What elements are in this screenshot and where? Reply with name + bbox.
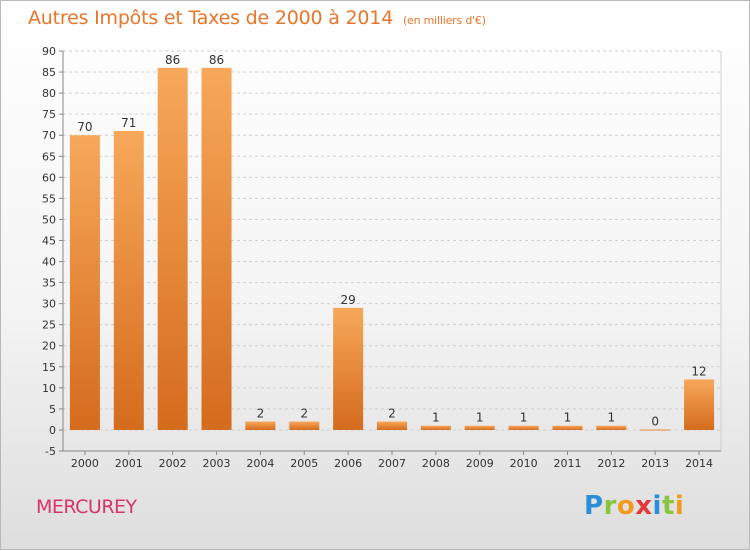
x-tick-label: 2003 bbox=[203, 457, 231, 470]
x-tick-label: 2007 bbox=[378, 457, 406, 470]
logo-letter: t bbox=[661, 491, 675, 521]
y-tick-label: 70 bbox=[42, 129, 56, 142]
bar-value-label: 1 bbox=[608, 411, 616, 425]
bar-value-label: 2 bbox=[388, 407, 396, 421]
x-axis: 2000 2001 2002 2003 2004 2005 2006 2007 2008 2009… bbox=[63, 450, 721, 470]
bar-value-label: 29 bbox=[340, 293, 355, 307]
y-tick-label: 80 bbox=[42, 87, 56, 100]
bar bbox=[684, 379, 715, 430]
x-tick-label: 2004 bbox=[246, 457, 274, 470]
bar bbox=[596, 425, 627, 430]
y-tick-label: 55 bbox=[42, 192, 56, 205]
bar bbox=[552, 425, 583, 430]
bar-value-label: 1 bbox=[476, 411, 484, 425]
logo-letter: i bbox=[652, 491, 662, 521]
y-tick-label: 20 bbox=[42, 340, 56, 353]
logo-letter: i bbox=[674, 491, 685, 521]
bar bbox=[201, 67, 232, 430]
logo-letter: x bbox=[635, 491, 653, 521]
bar bbox=[245, 421, 276, 430]
y-tick-label: 30 bbox=[42, 298, 56, 311]
y-tick-label: 40 bbox=[42, 256, 56, 269]
bars bbox=[69, 67, 715, 431]
x-tick-label: 2009 bbox=[466, 457, 494, 470]
bar bbox=[464, 425, 495, 430]
x-tick-label: 2011 bbox=[553, 457, 581, 470]
bar-value-label: 70 bbox=[77, 120, 92, 134]
y-tick-label: -5 bbox=[45, 445, 56, 458]
bar-value-label: 71 bbox=[121, 116, 136, 130]
x-tick-label: 2005 bbox=[290, 457, 318, 470]
bar bbox=[113, 131, 144, 430]
y-tick-label: 25 bbox=[42, 319, 56, 332]
y-tick-label: 65 bbox=[42, 150, 56, 163]
y-tick-label: 90 bbox=[42, 45, 56, 58]
x-tick-label: 2013 bbox=[641, 457, 669, 470]
x-tick-label: 2008 bbox=[422, 457, 450, 470]
x-tick-label: 2000 bbox=[71, 457, 99, 470]
bar bbox=[289, 421, 320, 430]
x-tick-label: 2002 bbox=[159, 457, 187, 470]
chart-subtitle: (en milliers d'€) bbox=[402, 14, 486, 27]
bar-value-label: 2 bbox=[257, 407, 265, 421]
bar-value-label: 1 bbox=[432, 411, 440, 425]
bar-value-label: 12 bbox=[691, 364, 706, 378]
chart-title-text: Autres Impôts et Taxes de 2000 à 2014 bbox=[28, 7, 394, 29]
commune-name: MERCUREY bbox=[36, 496, 137, 518]
proxiti-logo[interactable]: Proxiti bbox=[584, 491, 684, 521]
x-tick-label: 2010 bbox=[510, 457, 538, 470]
y-axis: -5 0 5 10 15 20 25 30 35 40 45 50 55 60 65 70 75 80 85 90 bbox=[42, 45, 64, 458]
y-tick-label: 35 bbox=[42, 277, 56, 290]
bar bbox=[377, 421, 407, 430]
y-tick-label: 15 bbox=[42, 361, 56, 374]
bar-value-label: 0 bbox=[651, 414, 659, 428]
y-tick-label: 75 bbox=[42, 108, 56, 121]
y-tick-label: 45 bbox=[42, 234, 56, 247]
bar-value-label: 86 bbox=[209, 53, 224, 67]
bar-value-label: 86 bbox=[165, 53, 180, 67]
bar-value-label: 1 bbox=[564, 411, 572, 425]
logo-letter: o bbox=[616, 491, 636, 521]
x-tick-label: 2014 bbox=[685, 457, 713, 470]
logo-letter: P bbox=[584, 491, 604, 521]
y-tick-label: 0 bbox=[49, 424, 56, 437]
y-tick-label: 60 bbox=[42, 171, 56, 184]
x-tick-label: 2006 bbox=[334, 457, 362, 470]
bar bbox=[69, 135, 100, 430]
bar bbox=[508, 425, 539, 430]
y-tick-label: 85 bbox=[42, 66, 56, 79]
logo-letter: r bbox=[603, 491, 617, 521]
y-tick-label: 50 bbox=[42, 213, 56, 226]
bar-value-label: 2 bbox=[300, 407, 308, 421]
bar bbox=[333, 307, 364, 430]
chart-title: Autres Impôts et Taxes de 2000 à 2014 (e… bbox=[28, 7, 486, 29]
y-tick-label: 10 bbox=[42, 382, 56, 395]
y-tick-label: 5 bbox=[49, 403, 56, 416]
bar-value-labels: 70 71 86 86 2 2 29 2 1 1 1 1 1 0 12 bbox=[77, 53, 706, 429]
bar-value-label: 1 bbox=[520, 411, 528, 425]
bar bbox=[420, 425, 451, 430]
bar bbox=[157, 67, 188, 430]
x-tick-label: 2001 bbox=[115, 457, 143, 470]
bar bbox=[640, 429, 671, 431]
x-tick-label: 2012 bbox=[597, 457, 625, 470]
